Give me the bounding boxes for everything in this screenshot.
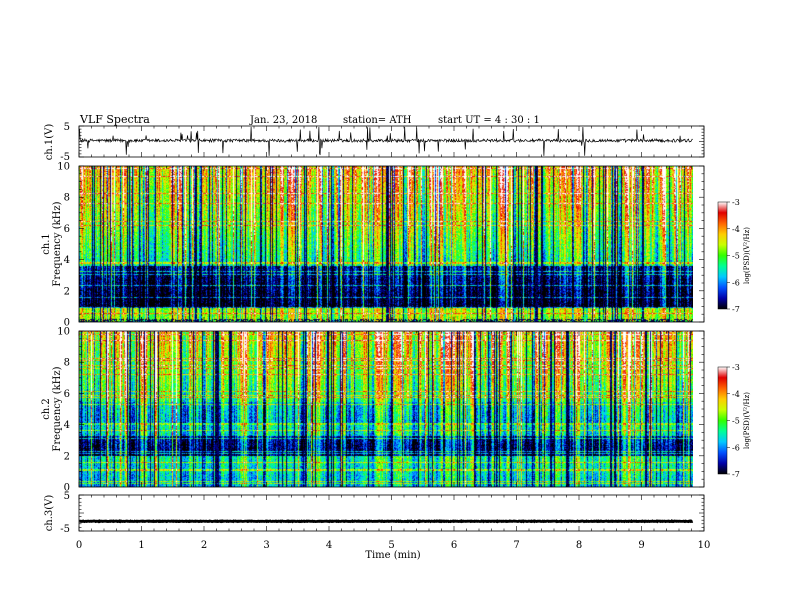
time-axis-label: Time (min) [365,550,420,561]
ch3-ytick-top: 5 [64,491,70,502]
ch2-spectrogram-panel: 0 2 4 6 8 10 ch.2 Frequency (kHz) [41,327,705,494]
ch1-spectrogram-ticks [78,165,705,323]
y-tick-label: 4 [64,420,70,431]
x-tick-label: 5 [388,540,394,551]
ch2-colorbar: -3 -4 -5 -6 -7 log(PSD)(V²/Hz) [717,363,751,479]
x-tick-label: 10 [698,540,711,551]
x-tick-label: 7 [513,540,519,551]
ch2-spectrogram-ytick-labels: 0 2 4 6 8 10 [57,327,70,494]
ch3-waveform-trace [79,519,694,524]
time-axis-tick-labels: 0 1 2 3 4 5 6 7 8 9 10 [76,540,711,551]
y-tick-label: 2 [64,451,70,462]
ch1-colorbar: -3 -4 -5 -6 -7 log(PSD)(V²/Hz) [717,198,751,314]
x-tick-label: 8 [576,540,582,551]
x-tick-label: 4 [326,540,332,551]
ch3-ytick-bottom: -5 [60,524,70,535]
colorbar-tick-label: -3 [732,363,740,372]
colorbar-scale [717,201,728,310]
ch3-waveform-ticks [78,494,705,532]
y-tick-label: 8 [64,358,70,369]
colorbar-scale [717,366,728,475]
start-ut-label: start UT = 4 : 30 : 1 [438,115,540,126]
colorbar-tick-label: -7 [732,305,740,314]
colorbar-tick-label: -4 [732,225,740,234]
ch2-frequency-label: Frequency (kHz) [52,366,63,451]
x-tick-label: 2 [201,540,207,551]
colorbar-title: log(PSD)(V²/Hz) [743,392,751,449]
y-tick-label: 0 [64,483,70,494]
ch3-waveform-frame [78,494,705,532]
ch3-waveform-panel: 5 -5 ch.3(V) 0 1 2 3 4 5 6 7 8 9 10 Time (min) [44,491,710,561]
ch1-ylabel: ch.1(V) [44,124,55,161]
y-tick-label: 6 [64,224,70,235]
colorbar-tick-label: -5 [732,417,740,426]
x-tick-label: 1 [138,540,144,551]
colorbar-tick-label: -5 [732,252,740,261]
ch1-waveform-ticks [78,125,705,158]
ch1-waveform-panel: 5 -5 ch.1(V) [44,122,705,163]
x-tick-label: 3 [263,540,269,551]
y-tick-label: 6 [64,389,70,400]
colorbar-tick-label: -7 [732,470,740,479]
station-label: station= ATH [343,115,412,126]
y-tick-label: 4 [64,255,70,266]
y-tick-label: 10 [57,162,70,173]
colorbar-tick-label: -4 [732,390,740,399]
ch1-waveform-trace [79,126,693,156]
ch2-spectrogram-ticks [78,330,705,488]
ch1-ytick-bottom: -5 [60,152,70,163]
y-tick-label: 2 [64,286,70,297]
y-tick-label: 0 [64,318,70,329]
ch1-spectrogram-ytick-labels: 0 2 4 6 8 10 [57,162,70,329]
ch3-ylabel: ch.3(V) [44,495,55,532]
y-tick-label: 10 [57,327,70,338]
colorbar-tick-label: -6 [732,443,740,452]
ch1-channel-label: ch.1 [41,233,52,255]
ch1-spectrogram-panel: 0 2 4 6 8 10 ch.1 Frequency (kHz) [41,162,705,329]
ch2-spectrogram-image [79,331,693,487]
colorbar-tick-label: -3 [732,198,740,207]
date-label: Jan. 23, 2018 [249,115,317,126]
colorbar-title: log(PSD)(V²/Hz) [743,227,751,284]
ch2-channel-label: ch.2 [41,398,52,420]
x-tick-label: 0 [76,540,82,551]
y-tick-label: 8 [64,193,70,204]
figure-title: VLF Spectra [79,113,150,126]
ch1-ytick-top: 5 [64,122,70,133]
ch1-frequency-label: Frequency (kHz) [52,201,63,286]
x-tick-label: 9 [638,540,644,551]
colorbar-tick-label: -6 [732,278,740,287]
ch1-spectrogram-image [79,166,693,322]
x-tick-label: 6 [451,540,457,551]
